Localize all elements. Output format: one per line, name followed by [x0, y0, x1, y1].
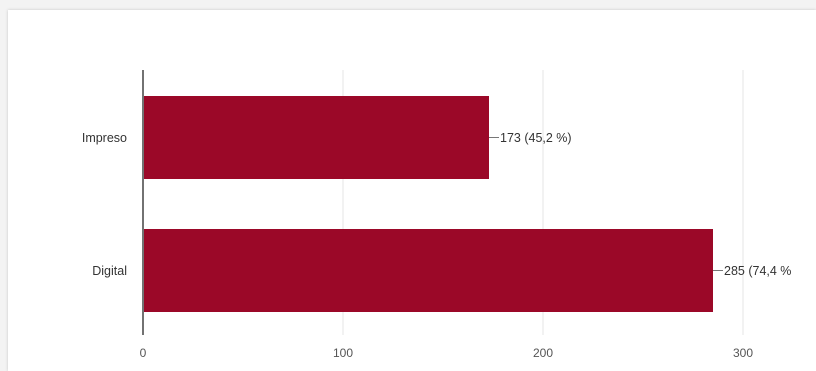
bar-digital[interactable] — [144, 229, 713, 312]
x-tick-label: 200 — [533, 346, 553, 360]
x-tick-label: 100 — [333, 346, 353, 360]
data-label: 285 (74,4 % — [724, 264, 791, 278]
bars — [144, 96, 713, 312]
data-label: 173 (45,2 %) — [500, 131, 572, 145]
labels: 0 100 200 300 Impreso 173 (45,2 %) Digital 285 … — [82, 131, 792, 360]
category-label: Impreso — [82, 131, 127, 145]
bar-impreso[interactable] — [144, 96, 489, 179]
category-label: Digital — [92, 264, 127, 278]
x-tick-label: 0 — [140, 346, 147, 360]
x-tick-label: 300 — [733, 346, 753, 360]
